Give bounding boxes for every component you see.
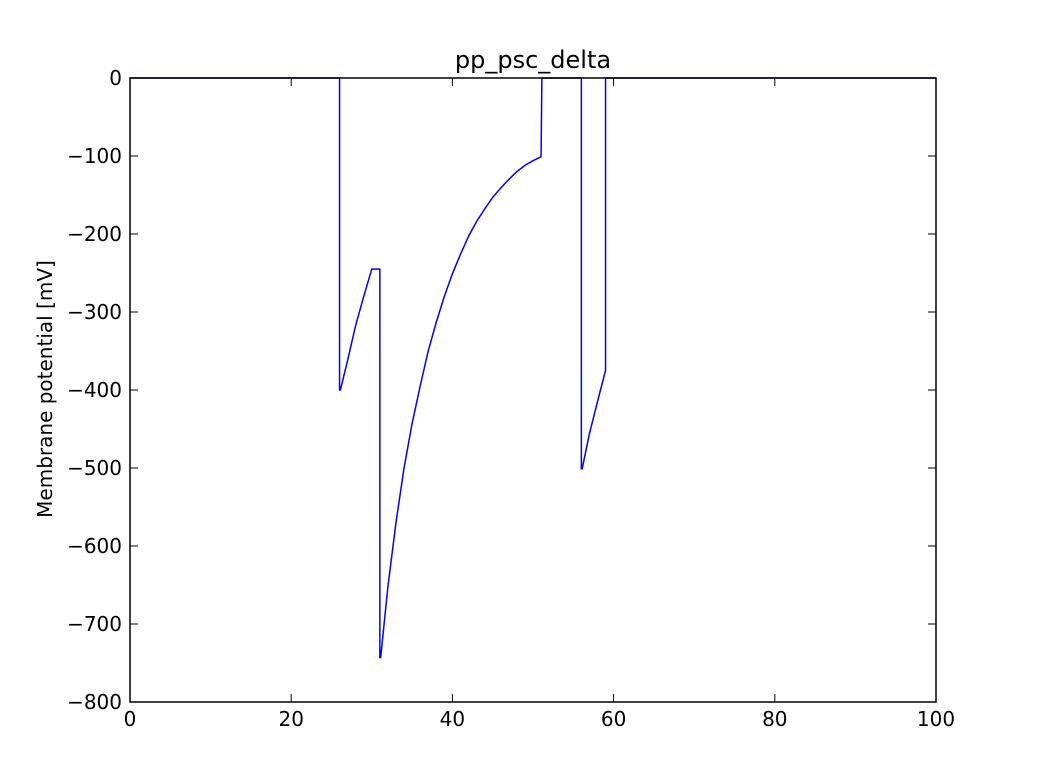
chart-title: pp_psc_delta [455,46,611,74]
axes-frame [129,77,937,703]
y-tick-label: −300 [67,300,122,324]
y-tick-label: −500 [67,456,122,480]
series-line [130,77,936,659]
y-tick-label: −200 [67,222,122,246]
y-tick-label: −800 [67,690,122,714]
x-tick-label: 80 [762,707,787,731]
x-tick-label: 60 [601,707,626,731]
x-tick-label: 20 [278,707,303,731]
y-tick-label: 0 [109,66,122,90]
x-tick-label: 0 [124,707,137,731]
y-tick-label: −400 [67,378,122,402]
x-axis-ticks: 0 20 40 60 80 100 [124,78,955,731]
y-axis-ticks: 0 −100 −200 −300 −400 −500 −600 −700 −800 [67,66,936,714]
y-tick-label: −600 [67,534,122,558]
y-axis-label: Membrane potential [mV] [33,260,57,518]
y-tick-label: −700 [67,612,122,636]
y-tick-label: −100 [67,144,122,168]
x-tick-label: 100 [917,707,955,731]
x-tick-label: 40 [440,707,465,731]
